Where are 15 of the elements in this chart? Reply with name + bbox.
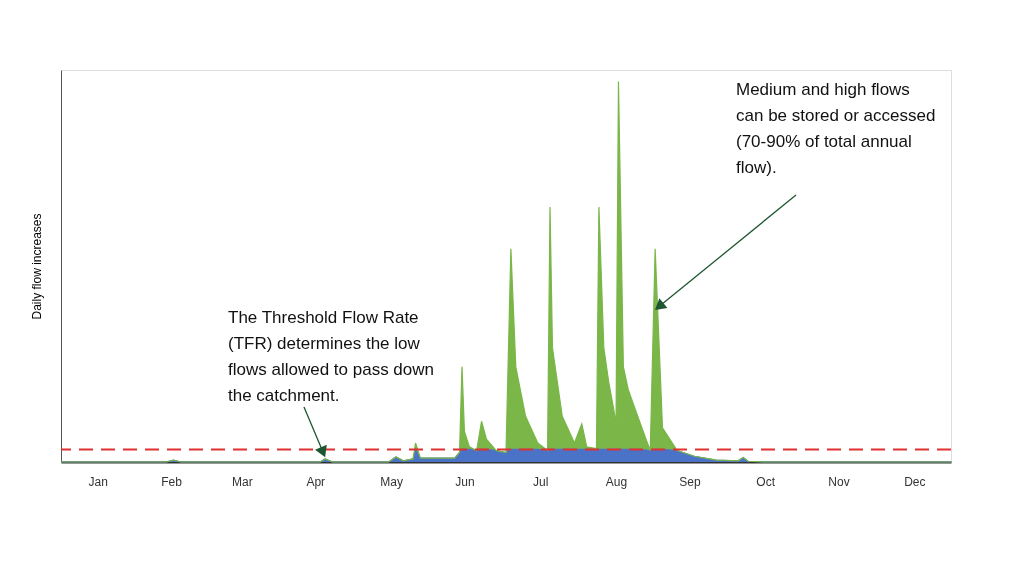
x-tick-label: May: [380, 474, 403, 489]
x-tick-label: Mar: [232, 474, 253, 489]
x-tick-label: Sep: [679, 474, 701, 489]
x-tick-label: Jan: [88, 474, 108, 489]
x-tick-label: Jul: [533, 474, 549, 489]
x-tick-label: Feb: [161, 474, 183, 489]
x-tick-label: Dec: [904, 474, 926, 489]
x-tick-label: Apr: [306, 474, 326, 489]
x-tick-label: Jun: [455, 474, 475, 489]
x-tick-label: Aug: [605, 474, 628, 489]
y-axis-title: Daily flow increases: [29, 213, 44, 320]
annotation: Medium and high flows can be stored or accessed (70-90% of total annual flow).: [736, 80, 936, 177]
x-tick-label: Nov: [828, 474, 850, 489]
x-tick-label: Oct: [756, 474, 776, 489]
annotation: The Threshold Flow Rate (TFR) determines the low flows allowed to pass down the catchment.: [228, 308, 435, 405]
